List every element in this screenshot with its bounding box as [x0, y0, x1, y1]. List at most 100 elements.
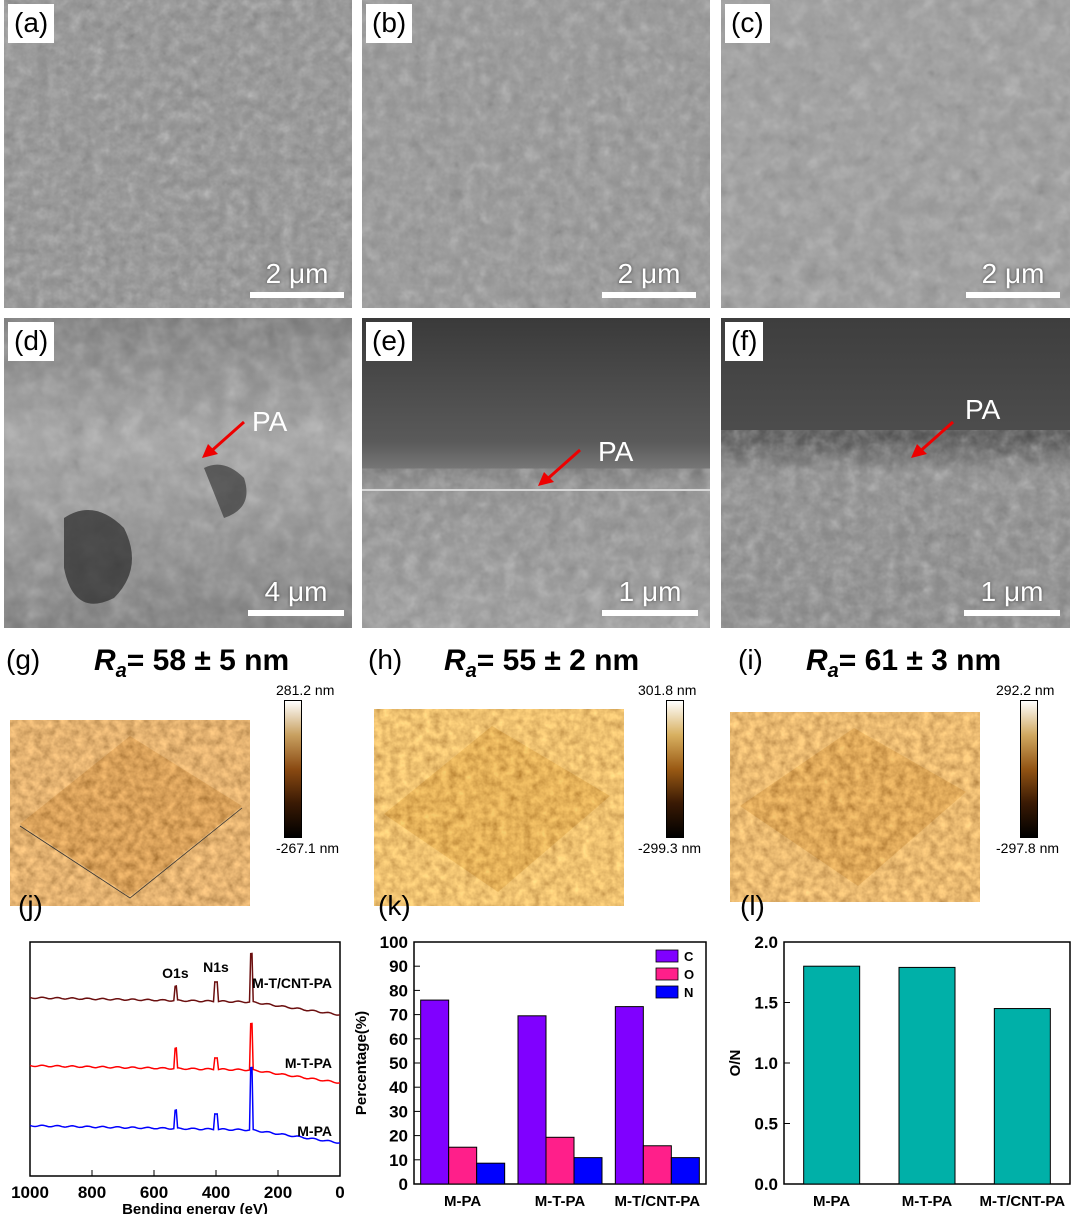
- y-tick-label-k-4: 40: [389, 1078, 408, 1097]
- scale-bar-d: 4 μm: [248, 576, 344, 616]
- ra-value-i: = 61 ± 3 nm: [838, 644, 1002, 677]
- y-tick-label-l-4: 2.0: [754, 933, 778, 952]
- x-tick-label-j-5: 0: [335, 1183, 344, 1202]
- y-tick-label-k-8: 80: [389, 981, 408, 1000]
- legend-swatch-k-1: [655, 967, 679, 981]
- sem-panel-f: (f) PA 1 μm: [721, 318, 1070, 628]
- colorbar-max-i: 292.2 nm: [996, 682, 1055, 698]
- x-tick-label-l-2: M-T/CNT-PA: [980, 1193, 1066, 1210]
- xps-chart: 1000 800 600 400 200 0 Bending energy (eV) M-T/…: [11, 941, 345, 1214]
- arrow-d: [202, 420, 245, 458]
- legend-label-k-1: O: [684, 967, 694, 982]
- sem-texture-b: [362, 0, 710, 308]
- scale-bar-c: 2 μm: [966, 258, 1060, 298]
- bar-k-O-0: [448, 1146, 478, 1185]
- panel-label-i: (i): [738, 644, 763, 675]
- x-tick-label-k-1: M-T-PA: [535, 1193, 586, 1210]
- bar-k-C-2: [614, 1006, 644, 1185]
- afm-panel-g: (g) Ra= 58 ± 5 nm 281.2 nm -267.1 nm: [0, 640, 360, 910]
- y-tick-label-k-2: 20: [389, 1127, 408, 1146]
- colorbar-i: [1020, 700, 1038, 838]
- bar-k-N-1: [573, 1157, 603, 1185]
- bar-l-2: [993, 1008, 1051, 1185]
- bar-l-1: [898, 966, 956, 1185]
- scale-bar-text-a: 2 μm: [265, 258, 329, 289]
- peak-label-j-0: O1s: [162, 965, 189, 981]
- colorbar-min-i: -297.8 nm: [996, 840, 1060, 856]
- pa-annotation-e: PA: [598, 436, 634, 467]
- afm-surface-g: [19, 736, 243, 899]
- series-label-j-2: M-PA: [297, 1123, 332, 1139]
- colorbar-min-h: -299.3 nm: [638, 840, 702, 856]
- roughness-title-h: Ra= 55 ± 2 nm: [444, 644, 639, 683]
- sem-panel-e: (e) PA 1 μm: [362, 318, 710, 628]
- panel-label-e: (e): [366, 322, 413, 361]
- x-tick-label-l-1: M-T-PA: [902, 1193, 953, 1210]
- bar-k-C-1: [517, 1015, 547, 1185]
- ra-value-h: = 55 ± 2 nm: [476, 644, 640, 677]
- series-label-j-1: M-T-PA: [285, 1055, 332, 1071]
- panel-label-a: (a): [8, 4, 55, 43]
- scale-bar-text-e: 1 μm: [618, 576, 682, 607]
- arrow-f: [911, 420, 954, 458]
- afm-surface-i: [740, 728, 966, 886]
- panel-label-d: (d): [8, 322, 55, 361]
- scale-bar-text-b: 2 μm: [617, 258, 681, 289]
- spectrum-line-0: [29, 952, 341, 1016]
- x-axis-label-j: Bending energy (eV): [122, 1201, 268, 1214]
- panel-label-h: (h): [368, 644, 403, 675]
- y-tick-label-k-9: 90: [389, 957, 408, 976]
- legend-label-k-0: C: [684, 949, 694, 964]
- x-tick-label-j-2: 600: [140, 1183, 168, 1202]
- ra-sub-h: a: [465, 660, 477, 682]
- colorbar-g: [284, 700, 302, 838]
- roughness-title-g: Ra= 58 ± 5 nm: [94, 644, 289, 683]
- bar-k-O-1: [545, 1136, 575, 1185]
- y-tick-label-l-3: 1.5: [754, 994, 778, 1013]
- panel-label-j: (j): [18, 890, 43, 921]
- panel-label-c: (c): [725, 4, 770, 43]
- ra-value-g: = 58 ± 5 nm: [126, 644, 290, 677]
- y-tick-label-l-2: 1.0: [754, 1054, 778, 1073]
- colorbar-max-h: 301.8 nm: [638, 682, 697, 698]
- ra-symbol-i: R: [806, 644, 828, 677]
- bar-l-0: [803, 965, 861, 1185]
- arrow-e: [538, 448, 581, 486]
- y-tick-label-k-5: 50: [389, 1054, 408, 1073]
- x-tick-label-j-1: 800: [78, 1183, 106, 1202]
- y-tick-label-l-0: 0.0: [754, 1175, 778, 1194]
- peak-label-j-1: N1s: [203, 959, 229, 975]
- scale-bar-f: 1 μm: [964, 576, 1060, 616]
- x-tick-label-j-3: 400: [202, 1183, 230, 1202]
- series-label-j-0: M-T/CNT-PA: [252, 975, 332, 991]
- sem-texture-e: [362, 318, 710, 628]
- scale-bar-text-c: 2 μm: [981, 258, 1045, 289]
- sem-texture-c: [721, 0, 1070, 308]
- legend-swatch-k-0: [655, 949, 679, 963]
- bar-k-C-0: [420, 999, 450, 1185]
- ra-sub-g: a: [115, 660, 127, 682]
- y-tick-label-k-3: 30: [389, 1102, 408, 1121]
- y-tick-label-k-1: 10: [389, 1151, 408, 1170]
- x-tick-label-k-2: M-T/CNT-PA: [615, 1193, 701, 1210]
- y-tick-label-k-7: 70: [389, 1006, 408, 1025]
- x-tick-label-j-0: 1000: [11, 1183, 49, 1202]
- scale-bar-b: 2 μm: [602, 258, 696, 298]
- scale-bar-e: 1 μm: [602, 576, 698, 616]
- bar-k-N-2: [670, 1157, 700, 1185]
- colorbar-h: [666, 700, 684, 838]
- bar-k-O-2: [642, 1145, 672, 1185]
- sem-texture-f: [721, 318, 1070, 628]
- ra-symbol-g: R: [94, 644, 116, 677]
- colorbar-max-g: 281.2 nm: [276, 682, 335, 698]
- y-axis-label-k: Percentage(%): [353, 1011, 370, 1115]
- panel-label-k: (k): [378, 890, 411, 921]
- spectrum-line-1: [29, 1022, 341, 1084]
- composition-chart: 0 10 20 30 40 50 60 70 80 90 100 Percentage(%) M-PA M…: [353, 933, 707, 1210]
- sem-texture-a: [4, 0, 352, 308]
- sem-panel-b: (b) 2 μm: [362, 0, 710, 308]
- sem-panel-c: (c) 2 μm: [721, 0, 1070, 308]
- sem-panel-d: (d) PA 4 μm: [4, 318, 352, 628]
- scale-bar-text-d: 4 μm: [264, 576, 328, 607]
- panel-label-l: (l): [740, 890, 765, 921]
